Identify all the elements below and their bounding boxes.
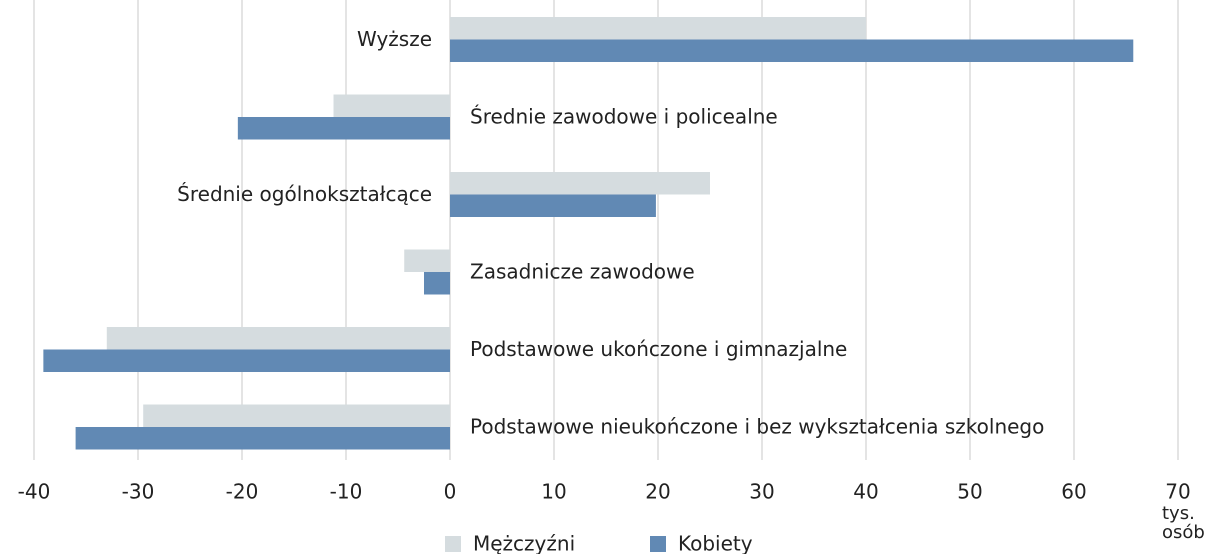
category-label: Zasadnicze zawodowe [470,260,695,284]
x-tick-label: -30 [122,480,155,504]
bar [450,194,656,217]
x-tick-label: -40 [18,480,51,504]
x-tick-label: -20 [226,480,259,504]
x-tick-label: 30 [749,480,774,504]
bar [237,117,450,140]
x-tick-label: -10 [330,480,363,504]
axis-unit: tys. osób [1162,503,1205,543]
bar [450,172,710,195]
category-label: Średnie ogólnokształcące [177,182,432,206]
legend-swatch [650,536,666,552]
bar [143,404,450,427]
bar [450,39,1134,62]
x-tick-label: 50 [957,480,982,504]
bar [404,249,450,272]
x-tick-label: 60 [1061,480,1086,504]
bar [424,272,450,295]
bar [450,17,866,40]
category-label: Podstawowe nieukończone i bez wykształce… [470,415,1044,439]
x-tick-label: 10 [541,480,566,504]
category-label: Wyższe [357,27,432,51]
x-tick-label: 40 [853,480,878,504]
bar [333,94,450,117]
x-tick-label: 0 [444,480,457,504]
bar [106,327,451,350]
x-tick-label: 70 [1165,480,1190,504]
bar [43,349,451,372]
legend-label: Kobiety [678,532,753,554]
legend-label: Mężczyźni [473,532,575,554]
bar [75,427,450,450]
legend-swatch [445,536,461,552]
category-label: Podstawowe ukończone i gimnazjalne [470,337,847,361]
x-tick-label: 20 [645,480,670,504]
category-label: Średnie zawodowe i policealne [470,105,778,129]
